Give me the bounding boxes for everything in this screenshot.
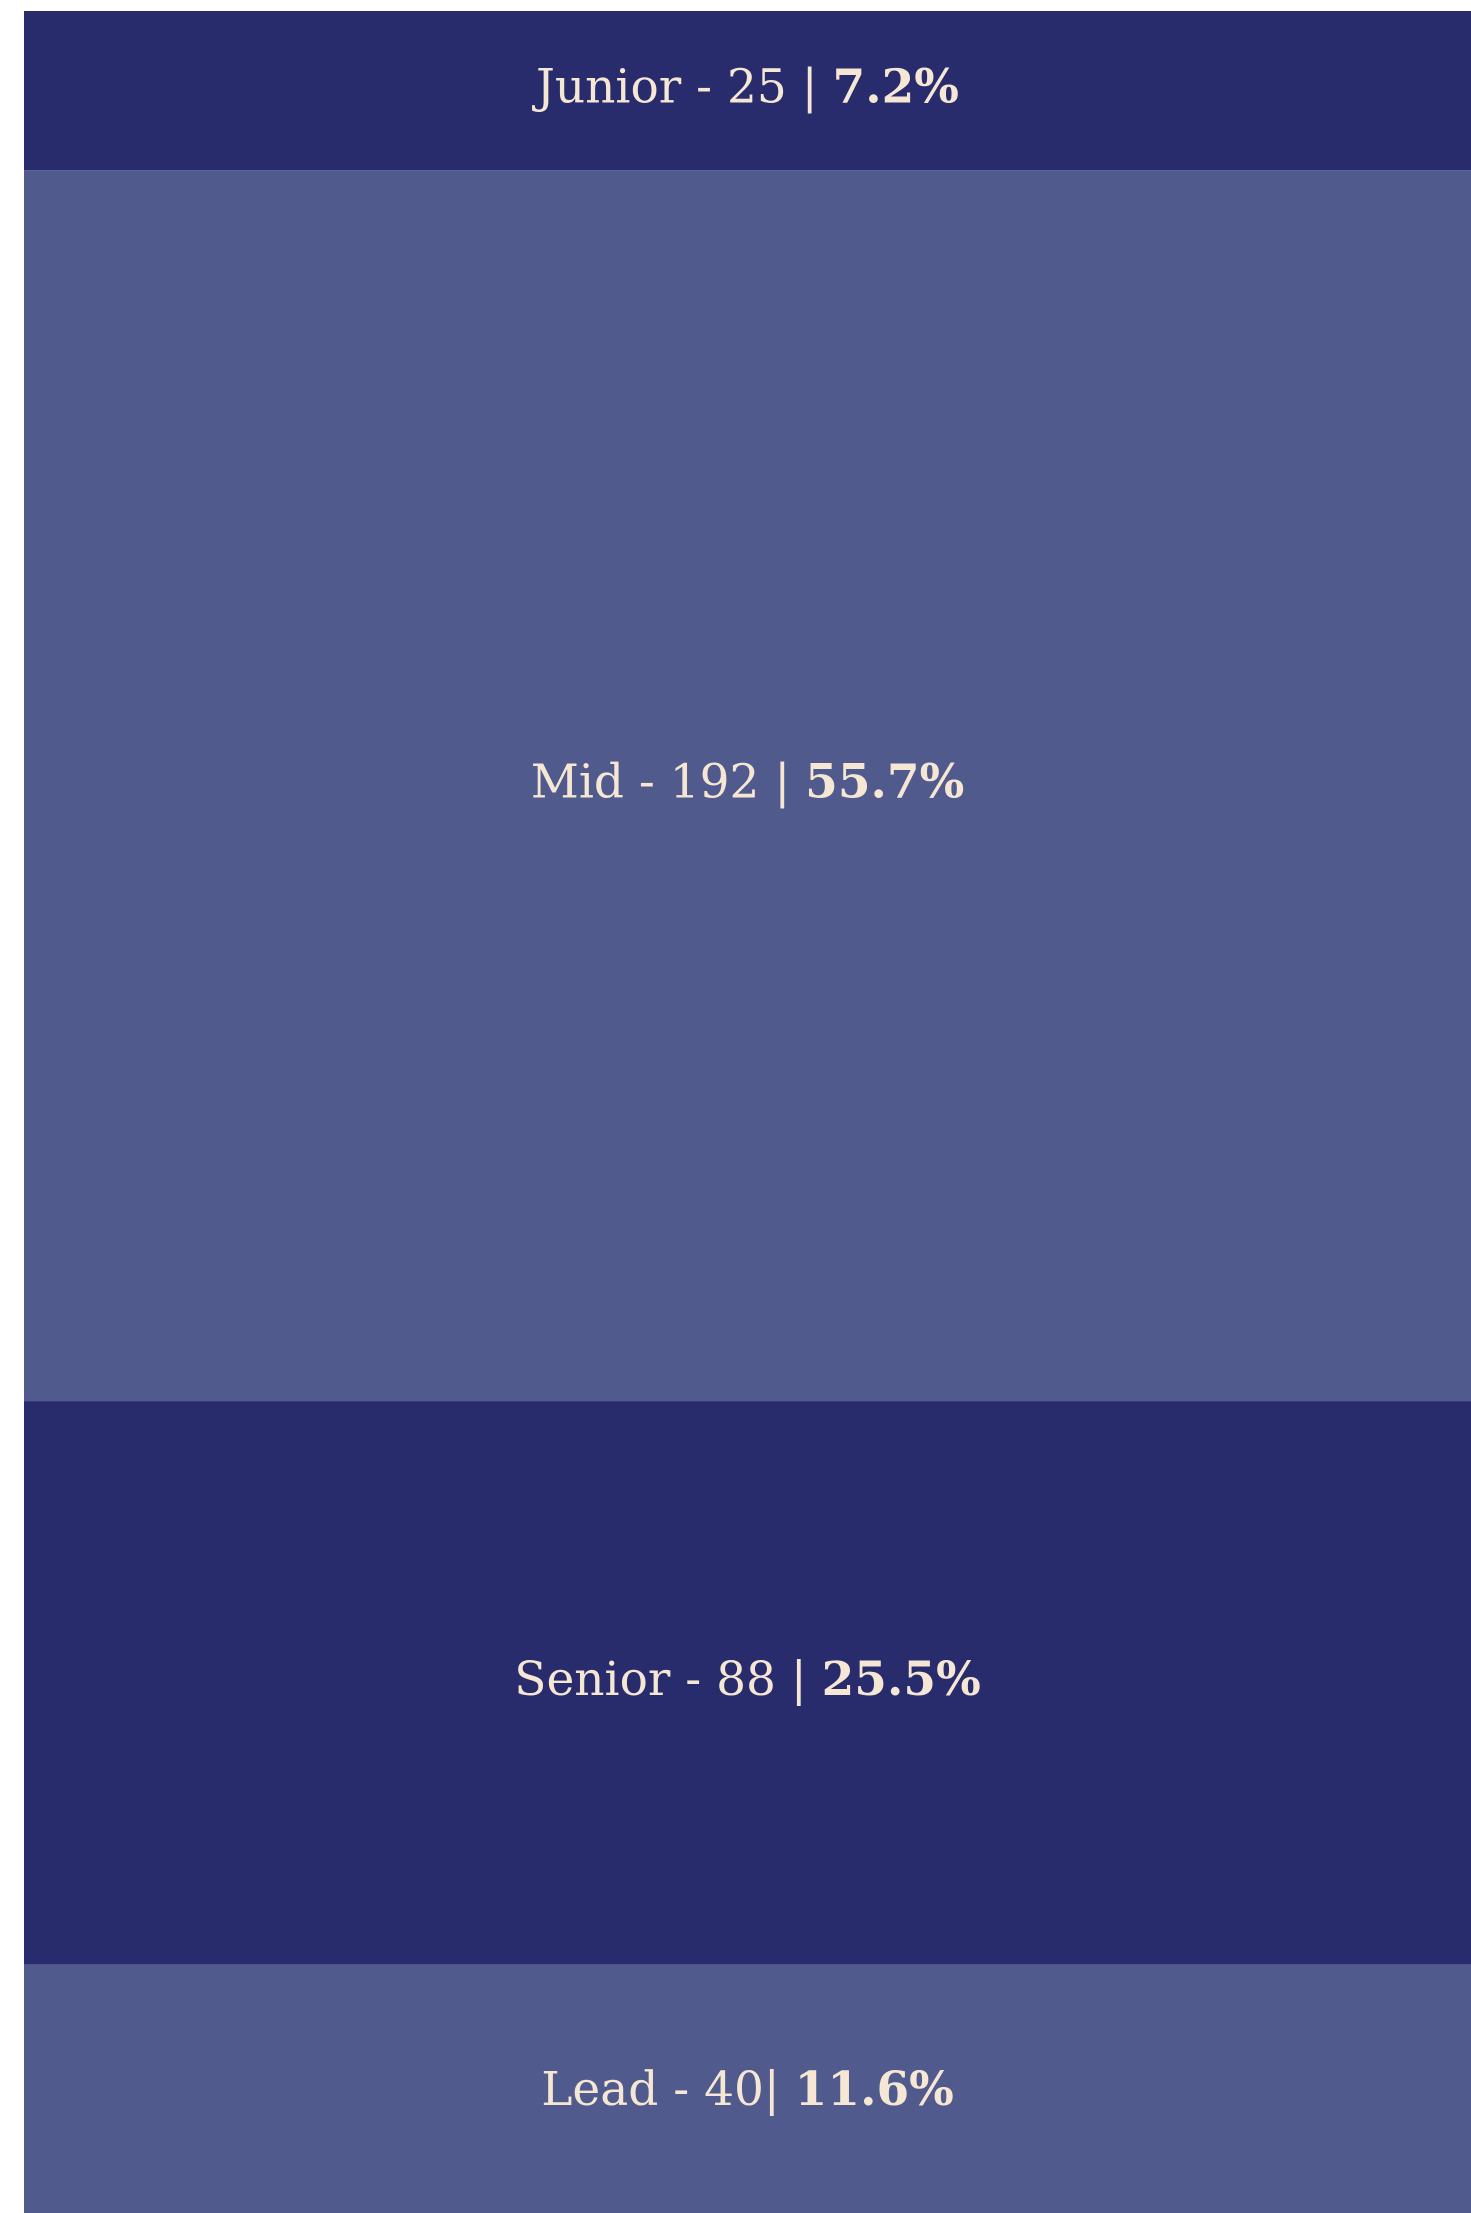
segment <box>24 1964 1471 2213</box>
segment-label: Senior - 88 | 25.5% <box>514 1652 981 1707</box>
segment-percent: 55.7% <box>805 755 964 810</box>
segment-label: Lead - 40| 11.6% <box>541 2062 954 2117</box>
segment-percent: 25.5% <box>822 1652 981 1707</box>
segment <box>24 1401 1471 1965</box>
segment <box>24 170 1471 1402</box>
segment-percent: 11.6% <box>795 2062 954 2117</box>
segment <box>24 11 1471 171</box>
segment-label: Mid - 192 | 55.7% <box>531 755 965 810</box>
segment-name: Mid - 192 | <box>531 755 805 810</box>
segment-name: Junior - 25 | <box>532 60 832 115</box>
segment-label: Junior - 25 | 7.2% <box>532 60 959 115</box>
segment-name: Lead - 40| <box>541 2062 794 2117</box>
segment-percent: 7.2% <box>833 60 959 115</box>
segment-name: Senior - 88 | <box>514 1652 821 1707</box>
